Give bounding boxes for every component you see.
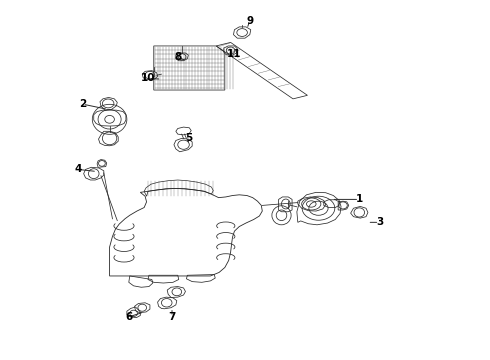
Text: 6: 6 [125,312,132,322]
Text: 10: 10 [141,73,155,84]
Text: 9: 9 [246,15,253,26]
Text: 8: 8 [174,52,181,62]
Text: 5: 5 [185,133,192,143]
Text: 2: 2 [79,99,86,109]
Text: 7: 7 [169,312,176,322]
Text: 3: 3 [376,217,383,227]
Text: 11: 11 [227,49,242,59]
Text: 1: 1 [356,194,363,204]
Text: 4: 4 [74,165,81,174]
